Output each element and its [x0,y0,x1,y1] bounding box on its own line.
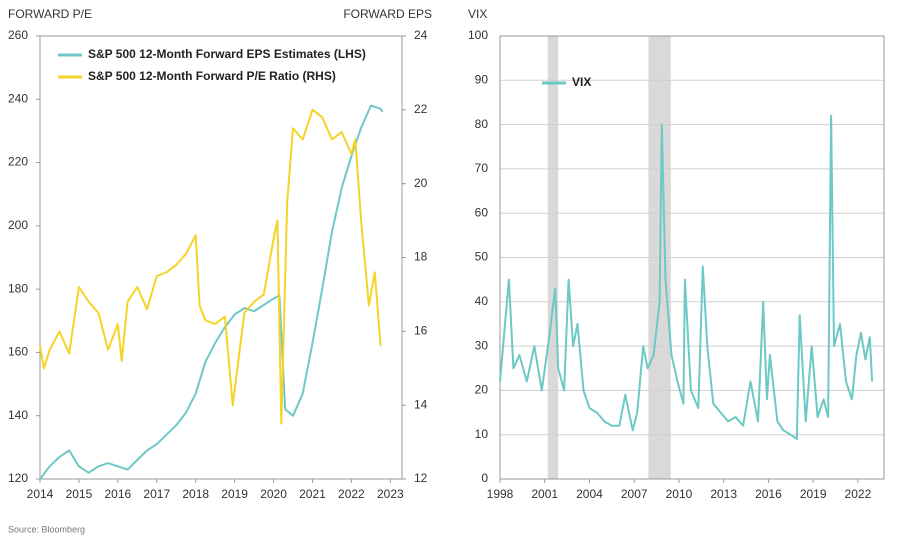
y2-axis-title: FORWARD EPS [343,7,432,21]
y-axis-title: VIX [468,7,487,21]
x-tick-label: 2004 [576,487,603,501]
y-tick-label: 80 [475,117,489,131]
series-line [39,104,384,480]
plot-frame [499,35,885,480]
y-tick-label: 40 [475,294,489,308]
x-tick-label: 2017 [143,487,170,501]
y2-tick-label: 22 [414,102,428,116]
y2-tick-label: 16 [414,324,428,338]
x-tick-label: 2019 [800,487,827,501]
x-tick-label: 2016 [104,487,131,501]
source-note: Source: Bloomberg [8,524,85,534]
y2-tick-label: 18 [414,250,428,264]
x-tick-label: 2001 [531,487,558,501]
x-tick-label: 2022 [845,487,872,501]
plot-frame [39,35,403,480]
x-tick-label: 2007 [621,487,648,501]
y-tick-label: 90 [475,72,489,86]
x-tick-label: 2016 [755,487,782,501]
y-tick-label: 60 [475,205,489,219]
legend-label: S&P 500 12-Month Forward P/E Ratio (RHS) [88,69,336,83]
y-tick-label: 200 [8,218,28,232]
y-tick-label: 260 [8,28,28,42]
legend-label: VIX [572,75,591,89]
y-tick-label: 120 [8,471,28,485]
y-tick-label: 100 [468,28,488,42]
x-tick-label: 2021 [299,487,326,501]
x-tick-label: 2022 [338,487,365,501]
x-tick-label: 2019 [221,487,248,501]
y-tick-label: 140 [8,408,28,422]
x-tick-label: 1998 [487,487,514,501]
series-line [39,108,382,425]
x-tick-label: 2020 [260,487,287,501]
x-tick-label: 2023 [377,487,404,501]
y-axis-title: FORWARD P/E [8,7,92,21]
y-tick-label: 160 [8,345,28,359]
y-tick-label: 20 [475,383,489,397]
y-tick-label: 180 [8,281,28,295]
y2-tick-label: 20 [414,176,428,190]
y2-tick-label: 12 [414,471,428,485]
y-tick-label: 50 [475,250,489,264]
y-tick-label: 220 [8,155,28,169]
y-tick-label: 240 [8,91,28,105]
x-tick-label: 2010 [666,487,693,501]
y-tick-label: 10 [475,427,489,441]
x-tick-label: 2014 [27,487,54,501]
y2-tick-label: 24 [414,28,428,42]
y-tick-label: 70 [475,161,489,175]
y-tick-label: 30 [475,338,489,352]
x-tick-label: 2015 [66,487,93,501]
series-line [499,114,874,441]
legend-label: S&P 500 12-Month Forward EPS Estimates (… [88,47,366,61]
x-tick-label: 2018 [182,487,209,501]
x-tick-label: 2013 [710,487,737,501]
y-tick-label: 0 [481,471,488,485]
y2-tick-label: 14 [414,397,428,411]
